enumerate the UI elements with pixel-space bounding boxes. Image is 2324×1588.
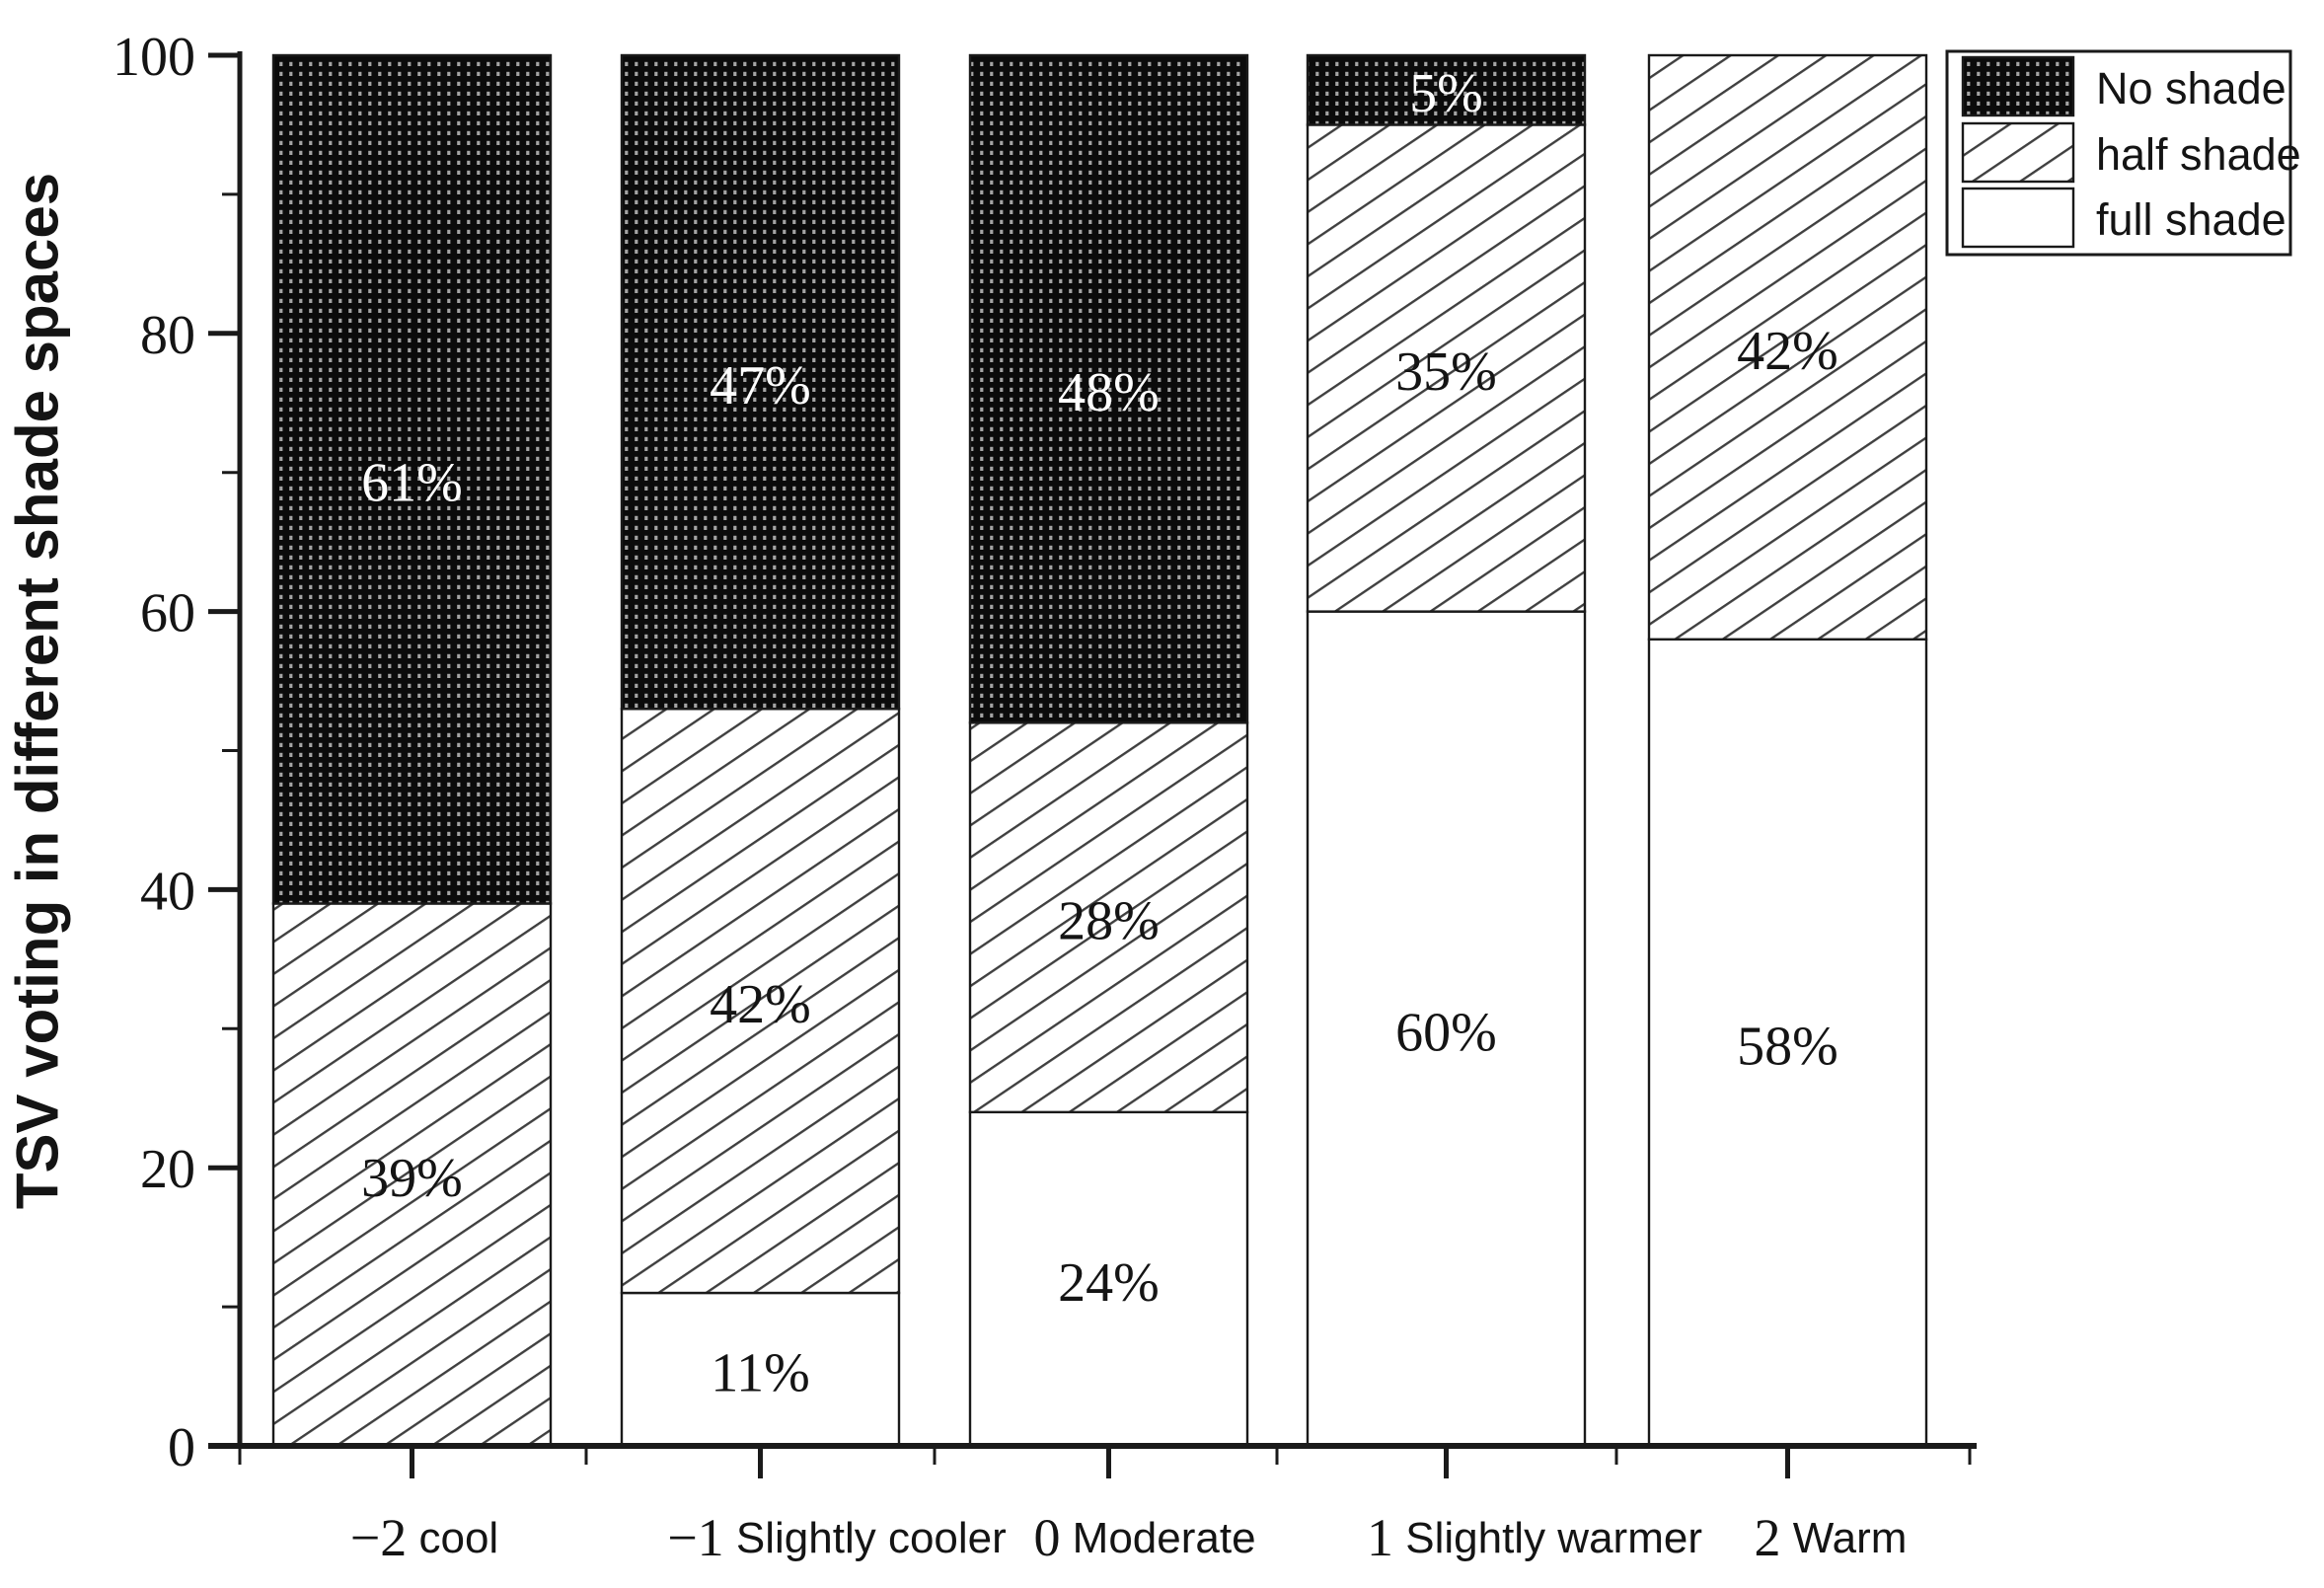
bar-value-label: 61% — [361, 453, 463, 514]
bar-segment-half-shade — [1647, 53, 1928, 641]
x-tick-label: −2 cool — [350, 1508, 498, 1567]
bar-segment-half-shade — [968, 721, 1249, 1114]
bar-segment-half-shade — [1306, 123, 1587, 613]
y-tick-label: 40 — [140, 861, 195, 922]
x-tick-label: 2 Warm — [1755, 1508, 1908, 1567]
y-tick-label: 20 — [140, 1139, 195, 1200]
bar-segment-no-shade — [1306, 53, 1587, 126]
y-tick-label: 0 — [168, 1417, 195, 1478]
bar-segment-half-shade — [620, 708, 901, 1295]
bar-value-label: 35% — [1395, 341, 1497, 403]
bar-segment-full-shade — [1647, 638, 1928, 1448]
bar-value-label: 11% — [711, 1343, 810, 1404]
bar-value-label: 48% — [1058, 362, 1160, 423]
bar-value-label: 39% — [361, 1148, 463, 1209]
bar-value-label: 60% — [1395, 1002, 1497, 1063]
bar-value-label: 58% — [1737, 1016, 1838, 1077]
legend-swatch-full-shade — [1961, 187, 2075, 249]
y-tick-label: 100 — [112, 27, 195, 88]
legend-swatch-half-shade — [1961, 121, 2075, 184]
bar-segment-no-shade — [968, 53, 1249, 724]
bar-segment-no-shade — [620, 53, 901, 711]
x-tick-label: 0 Moderate — [1033, 1508, 1255, 1567]
bar-value-label: 24% — [1058, 1252, 1160, 1314]
x-tick-label: 1 Slightly warmer — [1367, 1508, 1702, 1567]
y-axis-title: TSV voting in different shade spaces — [5, 173, 71, 1209]
bar-value-label: 42% — [710, 974, 811, 1035]
legend: No shade half shade full shade — [1945, 49, 2301, 257]
legend-label: full shade — [2096, 194, 2287, 245]
axes-layer: 0 20 40 60 80 100 −2 cool −1 Slightly cooler 0 M… — [5, 27, 1977, 1567]
bar-segment-full-shade — [968, 1110, 1249, 1448]
bar-segment-half-shade — [271, 902, 553, 1448]
legend-swatch-no-shade — [1961, 55, 2075, 117]
y-tick-label: 80 — [140, 305, 195, 366]
bar-value-label: 5% — [1409, 63, 1483, 124]
y-tick-label: 60 — [140, 583, 195, 644]
bars-layer — [271, 53, 1928, 1448]
bar-labels-layer: 39% 61% 11% 42% 47% 24% 28% 48% 60% 35% 5% 58% 42% — [361, 63, 1838, 1403]
bar-value-label: 47% — [710, 355, 811, 416]
bar-value-label: 42% — [1737, 321, 1838, 382]
legend-label: No shade — [2096, 63, 2287, 113]
legend-label: half shade — [2096, 129, 2301, 180]
x-tick-label: −1 Slightly cooler — [667, 1508, 1007, 1567]
bar-value-label: 28% — [1058, 891, 1160, 952]
bar-segment-no-shade — [271, 53, 553, 905]
